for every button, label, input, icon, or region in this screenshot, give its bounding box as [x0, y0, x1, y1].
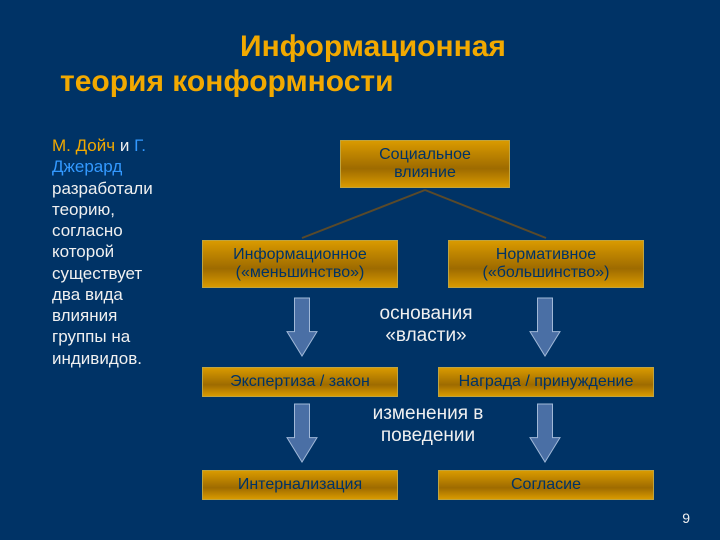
- label-power-basis: основания«власти»: [356, 303, 496, 347]
- box-compliance: Согласие: [438, 470, 654, 500]
- down-arrow-icon: [530, 404, 560, 462]
- split-line: [425, 190, 546, 238]
- down-arrow-icon: [287, 298, 317, 356]
- box-expertise-law: Экспертиза / закон: [202, 367, 398, 397]
- page-number: 9: [682, 510, 690, 526]
- box-internalization: Интернализация: [202, 470, 398, 500]
- title-line-1: Информационная: [60, 30, 660, 65]
- split-line: [302, 190, 425, 238]
- label-behavior-change: изменения вповедении: [338, 403, 518, 447]
- box-reward-coercion: Награда / принуждение: [438, 367, 654, 397]
- description-text: М. Дойч и Г. Джерард разработали теорию,…: [52, 135, 167, 369]
- description-body: разработали теорию, согласно которой сущ…: [52, 179, 153, 368]
- author-deutsch: М. Дойч: [52, 136, 115, 155]
- slide-title: Информационная теория конформности: [60, 30, 660, 99]
- slide: Информационная теория конформности М. До…: [0, 0, 720, 540]
- box-social-influence: Социальноевлияние: [340, 140, 510, 188]
- down-arrow-icon: [287, 404, 317, 462]
- box-informational: Информационное(«меньшинство»): [202, 240, 398, 288]
- down-arrow-icon: [530, 298, 560, 356]
- box-normative: Нормативное(«большинство»): [448, 240, 644, 288]
- title-line-2: теория конформности: [60, 65, 660, 100]
- joiner-text: и: [115, 136, 129, 155]
